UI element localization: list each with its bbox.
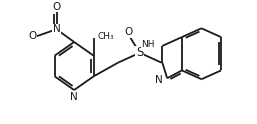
- Text: S: S: [136, 46, 143, 59]
- Text: N: N: [154, 75, 162, 85]
- Text: O: O: [28, 31, 36, 41]
- Text: O: O: [124, 27, 132, 37]
- Text: O: O: [52, 2, 61, 12]
- Text: CH₃: CH₃: [98, 32, 114, 41]
- Text: N: N: [53, 24, 60, 34]
- Text: N: N: [70, 92, 78, 102]
- Text: NH: NH: [141, 40, 154, 49]
